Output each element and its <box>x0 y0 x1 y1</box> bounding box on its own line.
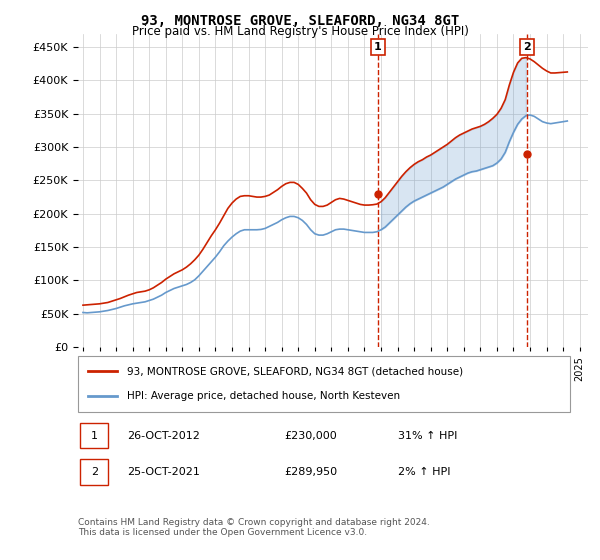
Text: £289,950: £289,950 <box>284 468 338 478</box>
Text: Price paid vs. HM Land Registry's House Price Index (HPI): Price paid vs. HM Land Registry's House … <box>131 25 469 38</box>
Text: 1: 1 <box>91 431 98 441</box>
Text: HPI: Average price, detached house, North Kesteven: HPI: Average price, detached house, Nort… <box>127 391 400 401</box>
FancyBboxPatch shape <box>80 423 107 449</box>
Text: Contains HM Land Registry data © Crown copyright and database right 2024.
This d: Contains HM Land Registry data © Crown c… <box>78 518 430 538</box>
Text: 2: 2 <box>91 468 98 478</box>
Text: 2: 2 <box>523 42 531 52</box>
Text: 26-OCT-2012: 26-OCT-2012 <box>127 431 200 441</box>
Text: 2% ↑ HPI: 2% ↑ HPI <box>398 468 450 478</box>
Text: £230,000: £230,000 <box>284 431 337 441</box>
FancyBboxPatch shape <box>80 459 107 485</box>
Text: 25-OCT-2021: 25-OCT-2021 <box>127 468 200 478</box>
Text: 31% ↑ HPI: 31% ↑ HPI <box>398 431 457 441</box>
Text: 93, MONTROSE GROVE, SLEAFORD, NG34 8GT: 93, MONTROSE GROVE, SLEAFORD, NG34 8GT <box>141 14 459 28</box>
FancyBboxPatch shape <box>78 356 570 412</box>
Text: 93, MONTROSE GROVE, SLEAFORD, NG34 8GT (detached house): 93, MONTROSE GROVE, SLEAFORD, NG34 8GT (… <box>127 366 463 376</box>
Text: 1: 1 <box>374 42 382 52</box>
